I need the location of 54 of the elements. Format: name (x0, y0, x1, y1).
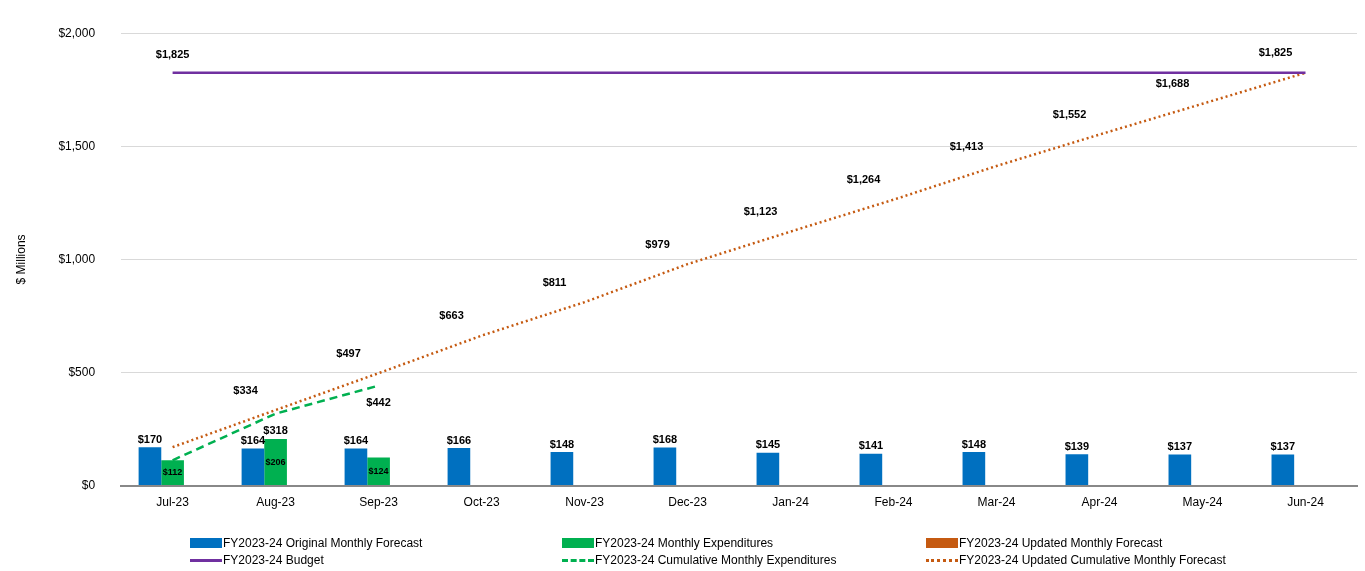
x-tick-label: Sep-23 (359, 495, 399, 510)
data-label: $137 (1167, 440, 1193, 453)
data-label: $139 (1064, 439, 1090, 452)
data-label: $206 (265, 456, 286, 467)
data-label: $141 (858, 439, 884, 452)
data-label: $442 (366, 396, 391, 409)
legend-label: FY2023-24 Updated Cumulative Monthly Forecast (959, 553, 1226, 567)
y-tick-label: $2,000 (58, 25, 96, 40)
x-tick-label: Mar-24 (977, 495, 1016, 510)
y-axis-title: $ Millions (13, 234, 28, 285)
legend-label: FY2023-24 Budget (223, 553, 324, 567)
data-label: $334 (233, 383, 259, 396)
y-tick-label: $1,000 (58, 251, 96, 266)
x-tick-label: May-24 (1182, 495, 1223, 510)
data-label: $1,825 (1258, 46, 1293, 59)
data-label: $1,825 (155, 48, 190, 61)
y-tick-label: $500 (68, 364, 96, 379)
data-label: $1,688 (1155, 77, 1190, 90)
legend-label: FY2023-24 Updated Monthly Forecast (959, 536, 1163, 550)
data-label: $148 (961, 437, 987, 450)
data-label: $112 (162, 467, 183, 478)
y-tick-label: $1,500 (58, 138, 96, 153)
x-tick-label: Jul-23 (156, 495, 190, 510)
data-label: $164 (343, 434, 370, 447)
data-label: $166 (446, 433, 472, 446)
data-label: $137 (1270, 440, 1296, 453)
y-tick-label: $0 (81, 477, 96, 492)
x-tick-label: Apr-24 (1081, 495, 1118, 510)
data-label: $124 (368, 465, 389, 476)
data-label: $663 (439, 309, 464, 322)
data-label: $1,552 (1052, 108, 1087, 121)
data-label: $318 (263, 424, 288, 437)
x-tick-label: Jan-24 (772, 495, 810, 510)
x-tick-label: Feb-24 (874, 495, 913, 510)
data-label: $164 (240, 434, 267, 447)
x-tick-label: Nov-23 (565, 495, 605, 510)
data-label: $1,413 (949, 139, 984, 152)
data-label: $811 (542, 275, 567, 288)
data-label: $145 (755, 438, 781, 451)
x-tick-label: Dec-23 (668, 495, 708, 510)
line-series (171, 71, 1307, 449)
legend-label: FY2023-24 Cumulative Monthly Expenditures (595, 553, 837, 567)
legend-label: FY2023-24 Monthly Expenditures (595, 536, 774, 550)
data-label: $1,264 (846, 173, 882, 186)
x-tick-label: Aug-23 (256, 495, 296, 510)
x-tick-label: Jun-24 (1287, 495, 1325, 510)
data-label: $148 (549, 437, 575, 450)
data-label: $170 (137, 432, 163, 445)
data-label: $168 (652, 433, 678, 446)
data-label: $979 (645, 237, 670, 250)
legend-label: FY2023-24 Original Monthly Forecast (223, 536, 423, 550)
data-label: $497 (336, 346, 361, 359)
x-tick-label: Oct-23 (463, 495, 500, 510)
data-label: $1,123 (743, 205, 778, 218)
